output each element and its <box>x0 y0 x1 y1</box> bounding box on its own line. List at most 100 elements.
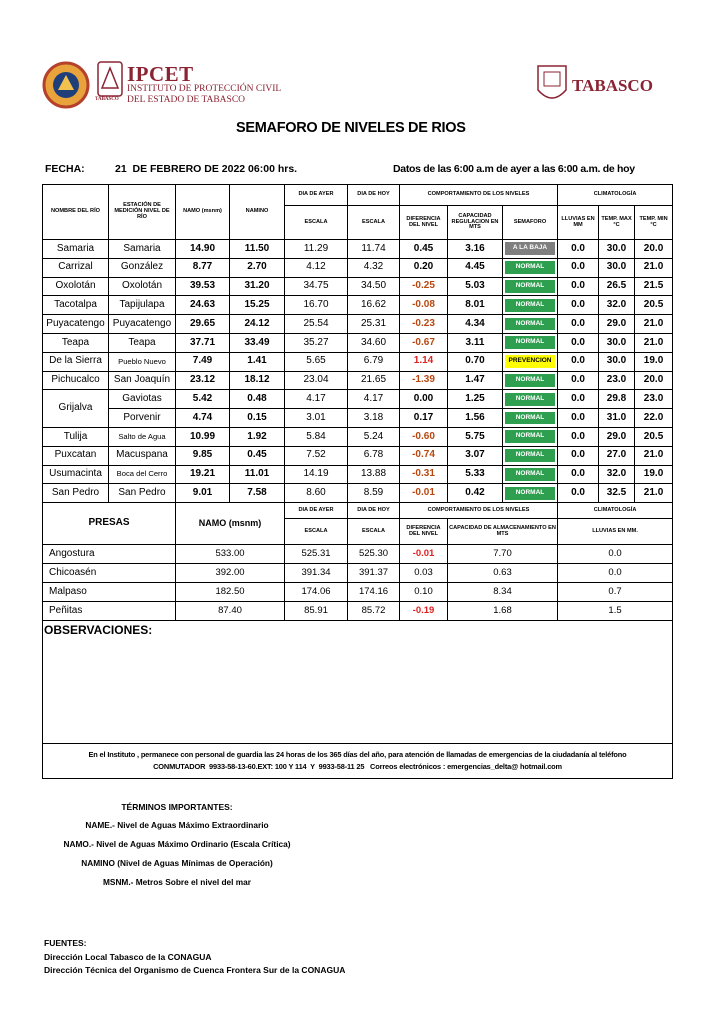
escala-hoy: 391.37 <box>347 563 400 584</box>
header-lluvias: LLUVIAS EN MM. <box>557 518 674 546</box>
station-name: Gaviotas <box>108 389 176 410</box>
temp-min: 19.0 <box>634 351 674 372</box>
escala-ayer: 23.04 <box>284 370 348 391</box>
escala-hoy: 4.17 <box>347 389 400 410</box>
namo: 182.50 <box>175 582 285 603</box>
escala-ayer: 4.12 <box>284 257 348 278</box>
namino: 1.92 <box>229 426 285 447</box>
table-row: Pichucalco San Joaquín 23.12 18.12 23.04 21.6… <box>42 370 674 391</box>
capacidad: 8.01 <box>447 295 503 316</box>
header-namo: NAMO (msnm) <box>175 184 230 240</box>
escala-hoy: 21.65 <box>347 370 400 391</box>
semaforo-status: NORMAL <box>505 280 556 293</box>
header-semaforo: SEMAFORO <box>501 205 559 240</box>
table-row: Usumacinta Boca del Cerro 19.21 11.01 14.19 1… <box>42 464 674 485</box>
contact-line: CONMUTADOR 9933-58-13-60.EXT: 100 Y 114 … <box>153 762 562 772</box>
namo: 9.85 <box>175 445 230 466</box>
seal-caption: TABASCO <box>95 97 119 102</box>
institute-line: INSTITUTO DE PROTECCIÓN CIVIL <box>127 84 282 94</box>
semaforo-status: NORMAL <box>505 336 556 350</box>
escala-hoy: 3.18 <box>347 408 400 428</box>
temp-max: 29.8 <box>598 389 636 410</box>
diferencia: 1.14 <box>399 351 448 372</box>
temp-min: 21.0 <box>634 332 674 353</box>
namo: 9.01 <box>175 483 230 504</box>
semaforo-cell: A LA BAJA <box>501 239 559 259</box>
capacidad: 1.47 <box>447 370 503 391</box>
header-tmin: TEMP. MIN °C <box>634 205 674 240</box>
semaforo-cell: PREVENCION <box>501 351 559 372</box>
station-name: Puyacatengo <box>108 314 176 334</box>
namo: 533.00 <box>175 544 285 565</box>
diferencia: -1.39 <box>399 370 448 391</box>
table-row: OBSERVACIONES: <box>41 620 674 745</box>
temp-min: 23.0 <box>634 389 674 410</box>
semaforo-status: NORMAL <box>505 317 556 331</box>
escala-ayer: 391.34 <box>284 563 348 584</box>
semaforo-cell: NORMAL <box>501 408 559 428</box>
namino: 15.25 <box>229 295 285 316</box>
header-diferencia: DIFERENCIA DEL NIVEL <box>399 205 448 240</box>
namino: 0.48 <box>229 389 285 410</box>
table-body: NOMBRE DEL RÍO ESTACIÓN DE MEDICIÓN NIVEL… <box>41 184 674 780</box>
escala-ayer: 35.27 <box>284 332 348 353</box>
sources-title: FUENTES: <box>44 938 87 948</box>
river-name: Puxcatan <box>42 445 109 466</box>
capacidad: 1.68 <box>446 601 559 622</box>
semaforo-status: PREVENCION <box>505 355 556 369</box>
lluvia: 0.0 <box>557 426 600 447</box>
namo: 29.65 <box>175 314 230 334</box>
term: MSNM.- Metros Sobre el nivel del mar <box>103 877 251 887</box>
table-row: NOMBRE DEL RÍO ESTACIÓN DE MEDICIÓN NIVEL… <box>42 184 674 240</box>
escala-ayer: 85.91 <box>284 601 348 622</box>
namino: 33.49 <box>229 332 285 353</box>
station-name: González <box>108 257 176 278</box>
header-hoy-sub: ESCALA <box>347 518 400 546</box>
header-capacidad: CAPACIDAD DE ALMACENAMIENTO EN MTS <box>446 518 559 546</box>
station-name: Tapijulapa <box>108 295 176 316</box>
namo: 87.40 <box>175 601 285 622</box>
escala-ayer: 34.75 <box>284 276 348 297</box>
escala-ayer: 7.52 <box>284 445 348 466</box>
semaforo-cell: NORMAL <box>501 370 559 391</box>
namo: 23.12 <box>175 370 230 391</box>
capacidad: 4.34 <box>447 314 503 334</box>
escala-hoy: 174.16 <box>347 582 400 603</box>
capacidad: 8.34 <box>446 582 559 603</box>
table-row: Malpaso 182.50 174.06 174.16 0.10 8.34 0.7 <box>42 582 674 603</box>
header-namino: NAMINO <box>229 184 285 240</box>
temp-min: 19.0 <box>634 464 674 485</box>
namo: 392.00 <box>175 563 285 584</box>
temp-min: 20.0 <box>634 239 674 259</box>
semaforo-status: NORMAL <box>505 374 556 387</box>
escala-ayer: 5.84 <box>284 426 348 447</box>
table-row: PRESAS NAMO (msnm) DIA DE AYER DIA DE HOY CO… <box>42 502 674 546</box>
river-name: Puyacatengo <box>42 314 109 334</box>
namo: 24.63 <box>175 295 230 316</box>
diferencia: 0.10 <box>399 582 448 603</box>
lluvia: 0.0 <box>557 351 600 372</box>
capacidad: 3.11 <box>447 332 503 353</box>
header-climatologia: CLIMATOLOGÍA <box>557 502 674 520</box>
temp-min: 21.0 <box>634 445 674 466</box>
station-name: Pueblo Nuevo <box>108 351 176 372</box>
capacidad: 3.07 <box>447 445 503 466</box>
presa-name: Malpaso <box>42 582 176 603</box>
namino: 24.12 <box>229 314 285 334</box>
table-row: Puyacatengo Puyacatengo 29.65 24.12 25.54 25.… <box>42 314 674 334</box>
namino: 7.58 <box>229 483 285 504</box>
diferencia: 0.03 <box>399 563 448 584</box>
namino: 0.15 <box>229 408 285 428</box>
lluvia: 0.0 <box>557 239 600 259</box>
state-name: TABASCO <box>572 76 653 95</box>
table-row: Grijalva Gaviotas 5.42 0.48 4.17 4.17 0.00 1.25… <box>42 389 674 428</box>
semaforo-cell: NORMAL <box>501 276 559 297</box>
header-diferencia: DIFERENCIA DEL NIVEL <box>399 518 448 546</box>
river-name: Tacotalpa <box>42 295 109 316</box>
semaforo-status: NORMAL <box>505 298 556 312</box>
escala-ayer: 11.29 <box>284 239 348 259</box>
namo: 10.99 <box>175 426 230 447</box>
table-row: Tacotalpa Tapijulapa 24.63 15.25 16.70 16.62-… <box>42 295 674 316</box>
station-name: Oxolotán <box>108 276 176 297</box>
